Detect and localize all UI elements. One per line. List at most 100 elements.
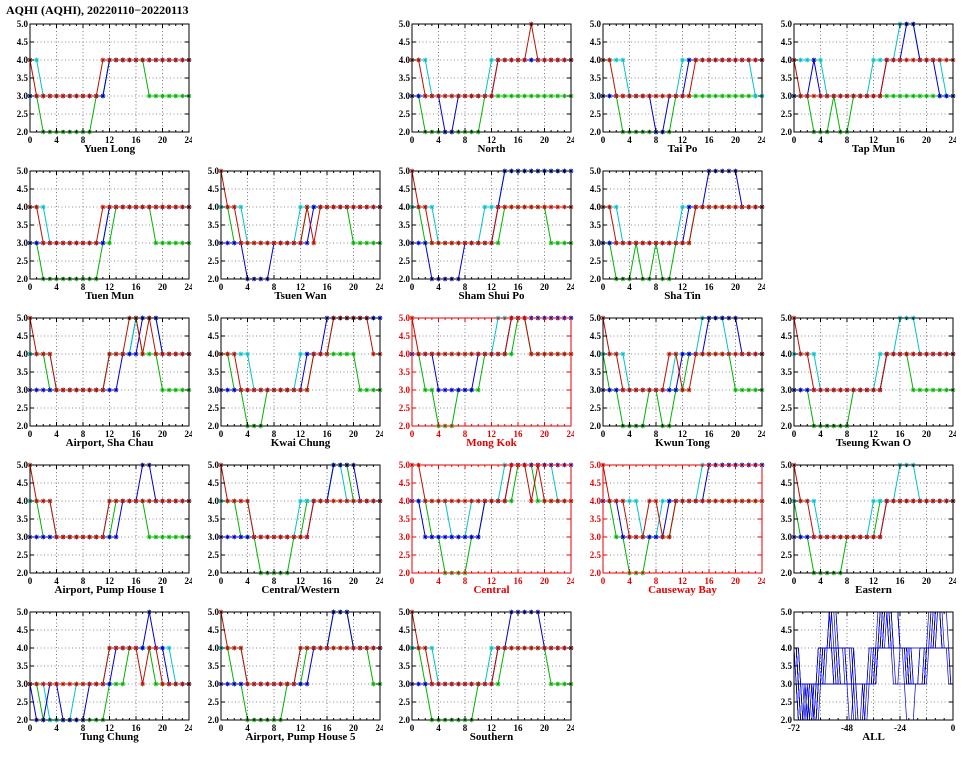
svg-text:12: 12 (105, 135, 115, 145)
svg-text:3.0: 3.0 (399, 679, 411, 689)
panel-airport-pump-house-5: 2.0 2.5 3.0 3.5 4.0 4.5 5.0 0 4 8 12 16 20 24 Airport,… (193, 607, 384, 754)
svg-text:2.0: 2.0 (17, 274, 29, 284)
station-label-airport-pump-house-5: Airport, Pump House 5 (245, 731, 356, 743)
svg-text:0: 0 (28, 429, 33, 439)
chart-mong-kok: 2.0 2.5 3.0 3.5 4.0 4.5 5.0 0 4 8 12 16 20 24 (399, 313, 575, 439)
svg-text:2.0: 2.0 (399, 715, 411, 725)
svg-text:2.5: 2.5 (17, 697, 29, 707)
svg-text:24: 24 (567, 135, 575, 145)
svg-text:2.5: 2.5 (17, 403, 29, 413)
svg-text:24: 24 (185, 429, 193, 439)
svg-text:4.0: 4.0 (208, 643, 220, 653)
chart-tsuen-wan: 2.0 2.5 3.0 3.5 4.0 4.5 5.0 0 4 8 12 16 20 24 (208, 166, 384, 292)
svg-text:2.5: 2.5 (208, 256, 220, 266)
svg-text:5.0: 5.0 (781, 460, 793, 470)
svg-text:4.0: 4.0 (590, 55, 602, 65)
svg-text:8: 8 (463, 135, 468, 145)
panel-central: 2.0 2.5 3.0 3.5 4.0 4.5 5.0 0 4 8 12 16 20 24 Central (384, 460, 575, 607)
svg-text:24: 24 (567, 576, 575, 586)
svg-text:20: 20 (158, 576, 168, 586)
svg-text:4: 4 (436, 576, 441, 586)
svg-text:16: 16 (132, 282, 142, 292)
svg-text:4: 4 (54, 429, 59, 439)
svg-text:2.0: 2.0 (208, 568, 220, 578)
svg-text:0: 0 (792, 135, 797, 145)
svg-text:0: 0 (28, 723, 33, 733)
svg-text:24: 24 (949, 135, 957, 145)
svg-text:2.5: 2.5 (399, 550, 411, 560)
station-label-central-western: Central/Western (261, 584, 340, 596)
svg-text:4.5: 4.5 (17, 184, 29, 194)
svg-text:4: 4 (54, 576, 59, 586)
svg-text:24: 24 (185, 282, 193, 292)
svg-text:12: 12 (678, 429, 688, 439)
station-label-central: Central (473, 584, 510, 596)
svg-text:2.5: 2.5 (208, 403, 220, 413)
station-label-tuen-mun: Tuen Mun (85, 290, 134, 302)
svg-text:5.0: 5.0 (399, 19, 411, 29)
svg-text:12: 12 (869, 135, 879, 145)
panel-central-western: 2.0 2.5 3.0 3.5 4.0 4.5 5.0 0 4 8 12 16 20 24 Central/… (193, 460, 384, 607)
svg-text:16: 16 (132, 429, 142, 439)
svg-text:3.0: 3.0 (781, 385, 793, 395)
station-label-north: North (477, 143, 506, 155)
svg-text:0: 0 (219, 282, 224, 292)
svg-text:20: 20 (922, 429, 932, 439)
svg-text:20: 20 (540, 576, 550, 586)
svg-text:2.0: 2.0 (399, 274, 411, 284)
svg-text:5.0: 5.0 (17, 313, 29, 323)
svg-text:8: 8 (654, 135, 659, 145)
svg-text:4.0: 4.0 (399, 349, 411, 359)
chart-tai-po: 2.0 2.5 3.0 3.5 4.0 4.5 5.0 0 4 8 12 16 20 24 (590, 19, 765, 145)
svg-text:12: 12 (678, 282, 688, 292)
svg-text:5.0: 5.0 (590, 19, 602, 29)
svg-text:4: 4 (436, 723, 441, 733)
svg-text:3.0: 3.0 (17, 385, 29, 395)
panel-north: 2.0 2.5 3.0 3.5 4.0 4.5 5.0 0 4 8 12 16 20 24 North (384, 19, 575, 166)
svg-text:5.0: 5.0 (781, 19, 793, 29)
svg-text:2.0: 2.0 (17, 127, 29, 137)
svg-text:16: 16 (514, 282, 524, 292)
panel-all: 2.0 2.5 3.0 3.5 4.0 4.5 5.0 -72 -48 -24 0 ALL (766, 607, 957, 754)
svg-text:24: 24 (567, 429, 575, 439)
svg-text:4: 4 (627, 135, 632, 145)
svg-text:0: 0 (28, 282, 33, 292)
chart-north: 2.0 2.5 3.0 3.5 4.0 4.5 5.0 0 4 8 12 16 20 24 (399, 19, 575, 145)
svg-text:16: 16 (514, 135, 524, 145)
svg-text:4.5: 4.5 (399, 331, 411, 341)
svg-text:8: 8 (272, 576, 277, 586)
station-label-causeway-bay: Causeway Bay (648, 584, 717, 596)
svg-text:3.0: 3.0 (399, 238, 411, 248)
svg-text:0: 0 (219, 429, 224, 439)
svg-text:5.0: 5.0 (399, 166, 411, 176)
panel-airport-sha-chau: 2.0 2.5 3.0 3.5 4.0 4.5 5.0 0 4 8 12 16 20 24 Airport,… (2, 313, 193, 460)
svg-text:3.5: 3.5 (208, 220, 220, 230)
svg-text:12: 12 (487, 723, 497, 733)
panel-kwun-tong: 2.0 2.5 3.0 3.5 4.0 4.5 5.0 0 4 8 12 16 20 24 Kwun Ton… (575, 313, 766, 460)
svg-text:0: 0 (219, 576, 224, 586)
svg-text:20: 20 (158, 429, 168, 439)
svg-text:16: 16 (514, 723, 524, 733)
svg-text:4.0: 4.0 (781, 643, 793, 653)
svg-text:4.5: 4.5 (399, 184, 411, 194)
svg-text:0: 0 (410, 429, 415, 439)
svg-text:4.5: 4.5 (208, 478, 220, 488)
svg-text:3.0: 3.0 (781, 91, 793, 101)
svg-text:3.0: 3.0 (17, 532, 29, 542)
svg-text:4.0: 4.0 (399, 55, 411, 65)
chart-tuen-mun: 2.0 2.5 3.0 3.5 4.0 4.5 5.0 0 4 8 12 16 20 24 (17, 166, 193, 292)
svg-text:8: 8 (272, 723, 277, 733)
chart-causeway-bay: 2.0 2.5 3.0 3.5 4.0 4.5 5.0 0 4 8 12 16 20 24 (590, 460, 765, 586)
panel-sham-shui-po: 2.0 2.5 3.0 3.5 4.0 4.5 5.0 0 4 8 12 16 20 24 Sham Shu… (384, 166, 575, 313)
svg-text:3.5: 3.5 (781, 73, 793, 83)
svg-text:0: 0 (601, 429, 606, 439)
svg-text:4: 4 (54, 723, 59, 733)
svg-text:2.0: 2.0 (17, 715, 29, 725)
panel-tap-mun: 2.0 2.5 3.0 3.5 4.0 4.5 5.0 0 4 8 12 16 20 24 Tap Mun (766, 19, 957, 166)
svg-text:2.0: 2.0 (590, 127, 602, 137)
svg-text:0: 0 (219, 723, 224, 733)
empty-cell (575, 607, 766, 754)
svg-text:24: 24 (376, 282, 384, 292)
svg-text:4.0: 4.0 (17, 496, 29, 506)
svg-text:4.0: 4.0 (781, 496, 793, 506)
